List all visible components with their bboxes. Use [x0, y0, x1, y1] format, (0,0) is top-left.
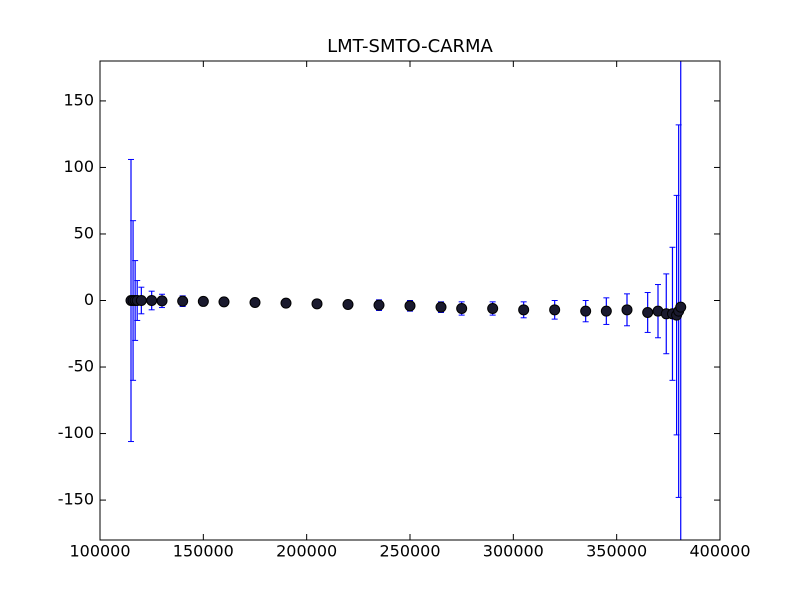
chart-title: LMT-SMTO-CARMA	[327, 36, 493, 57]
y-tick-label: 50	[74, 223, 94, 242]
point	[311, 298, 323, 310]
point	[156, 295, 168, 307]
point	[487, 302, 499, 314]
point	[373, 299, 385, 311]
y-tick-label: 150	[63, 90, 94, 109]
x-tick-label: 200000	[276, 542, 337, 561]
point	[146, 295, 158, 306]
y-tick-label: -150	[58, 490, 94, 509]
x-tick-label: 250000	[379, 542, 440, 561]
point	[218, 296, 230, 308]
point	[280, 297, 292, 309]
y-tick-label: 100	[63, 157, 94, 176]
point	[675, 301, 687, 313]
point	[404, 300, 416, 312]
point	[249, 296, 261, 308]
x-tick-label: 300000	[483, 542, 544, 561]
x-tick-label: 150000	[173, 542, 234, 561]
point	[600, 305, 612, 317]
x-tick-label: 100000	[69, 542, 130, 561]
point	[549, 304, 561, 316]
y-tick-label: -100	[58, 423, 94, 442]
point	[342, 298, 354, 310]
point	[518, 304, 530, 316]
point	[642, 306, 654, 318]
point	[135, 295, 147, 306]
point	[435, 301, 447, 313]
point	[177, 295, 189, 307]
point	[621, 304, 633, 316]
point	[456, 302, 468, 314]
point	[197, 295, 209, 307]
y-tick-label: -50	[68, 357, 94, 376]
point	[580, 305, 592, 317]
plot-area	[125, 61, 687, 540]
x-tick-label: 350000	[586, 542, 647, 561]
y-tick-label: 0	[84, 290, 94, 309]
x-tick-label: 400000	[689, 542, 750, 561]
